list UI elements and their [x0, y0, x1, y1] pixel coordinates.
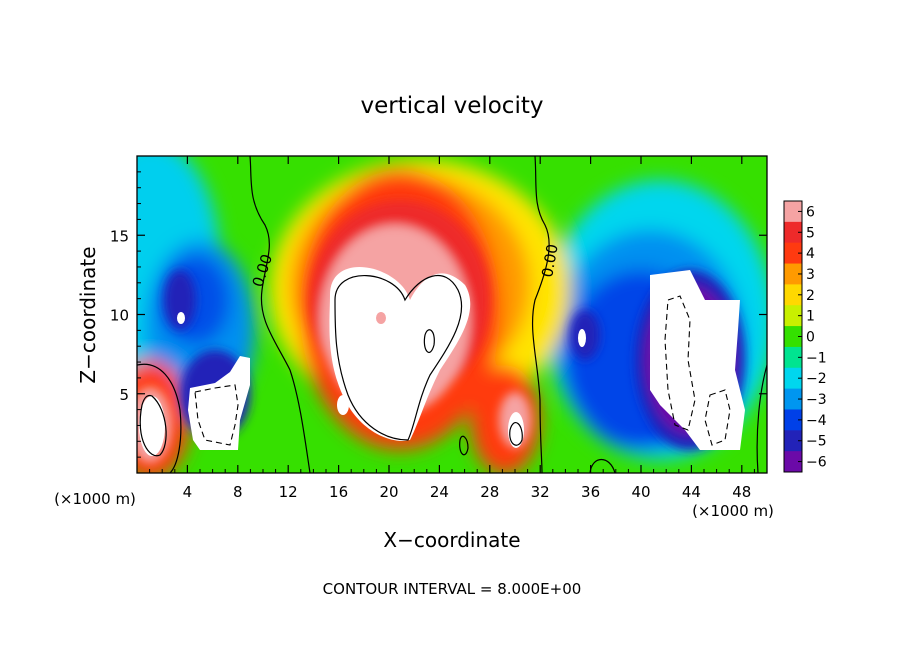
y-tick-label: 5: [119, 386, 129, 404]
y-tick-label: 10: [110, 307, 129, 325]
x-tick-label: 48: [732, 483, 751, 501]
x-tick-label: 12: [279, 483, 298, 501]
colorbar-swatch: [784, 263, 802, 285]
colorbar-label: 3: [806, 267, 815, 283]
colorbar-swatch: [784, 409, 802, 431]
colorbar-label: −5: [806, 434, 827, 450]
colorbar: 6 5 4 3 2 1 0 −1 −2 −3 −4 −5 −6: [783, 200, 827, 473]
x-tick-label: 4: [183, 483, 193, 501]
x-axis-label: X−coordinate: [383, 528, 520, 552]
colorbar-label: 1: [806, 309, 815, 325]
x-tick-label: 20: [379, 483, 398, 501]
x-tick-label: 32: [531, 483, 550, 501]
colorbar-swatch: [784, 346, 802, 369]
colorbar-swatch: [784, 367, 802, 390]
contour-lines: [137, 156, 767, 473]
colorbar-label: 2: [806, 288, 815, 304]
colorbar-swatch: [784, 221, 802, 244]
colorbar-swatch: [784, 201, 802, 223]
y-axis-label: Z−coordinate: [76, 246, 100, 383]
colorbar-swatch: [784, 305, 802, 327]
colorbar-label: −1: [806, 350, 827, 366]
colorbar-swatch: [784, 451, 802, 473]
x-tick-label: 8: [233, 483, 243, 501]
x-tick-label: 24: [430, 483, 449, 501]
colorbar-label: −4: [806, 413, 827, 429]
colorbar-label: −2: [806, 371, 827, 387]
colorbar-swatch: [784, 284, 802, 306]
colorbar-label: −3: [806, 392, 827, 408]
colorbar-label: 6: [806, 204, 815, 220]
x-tick-label: 16: [329, 483, 348, 501]
x-unit-right: (×1000 m): [692, 502, 774, 520]
x-tick-label: 40: [631, 483, 650, 501]
x-tick-label: 36: [581, 483, 600, 501]
x-ticks: 4 8 12 16 20 24 28 32 36 40 44 48: [149, 156, 755, 501]
y-ticks: 5 10 15: [110, 171, 767, 458]
colorbar-label: 5: [806, 225, 815, 241]
x-tick-label: 28: [480, 483, 499, 501]
colorbar-label: 4: [806, 246, 815, 262]
colorbar-swatch: [784, 388, 802, 410]
x-tick-label: 44: [682, 483, 701, 501]
colorbar-swatch: [784, 242, 802, 265]
colorbar-swatch: [784, 430, 802, 452]
x-unit-left: (×1000 m): [54, 490, 136, 508]
colorbar-swatch: [784, 326, 802, 348]
chart-title: vertical velocity: [361, 93, 544, 119]
contour-label-group: 0.00 0.00: [249, 243, 562, 290]
colorbar-label: −6: [806, 455, 827, 471]
dashed-contours: [194, 295, 731, 446]
velocity-field: [137, 156, 767, 473]
y-tick-label: 15: [110, 227, 129, 245]
contour-label: 0.00: [538, 243, 562, 279]
colorbar-label: 0: [806, 330, 815, 346]
contour-interval-footer: CONTOUR INTERVAL = 8.000E+00: [323, 580, 582, 598]
